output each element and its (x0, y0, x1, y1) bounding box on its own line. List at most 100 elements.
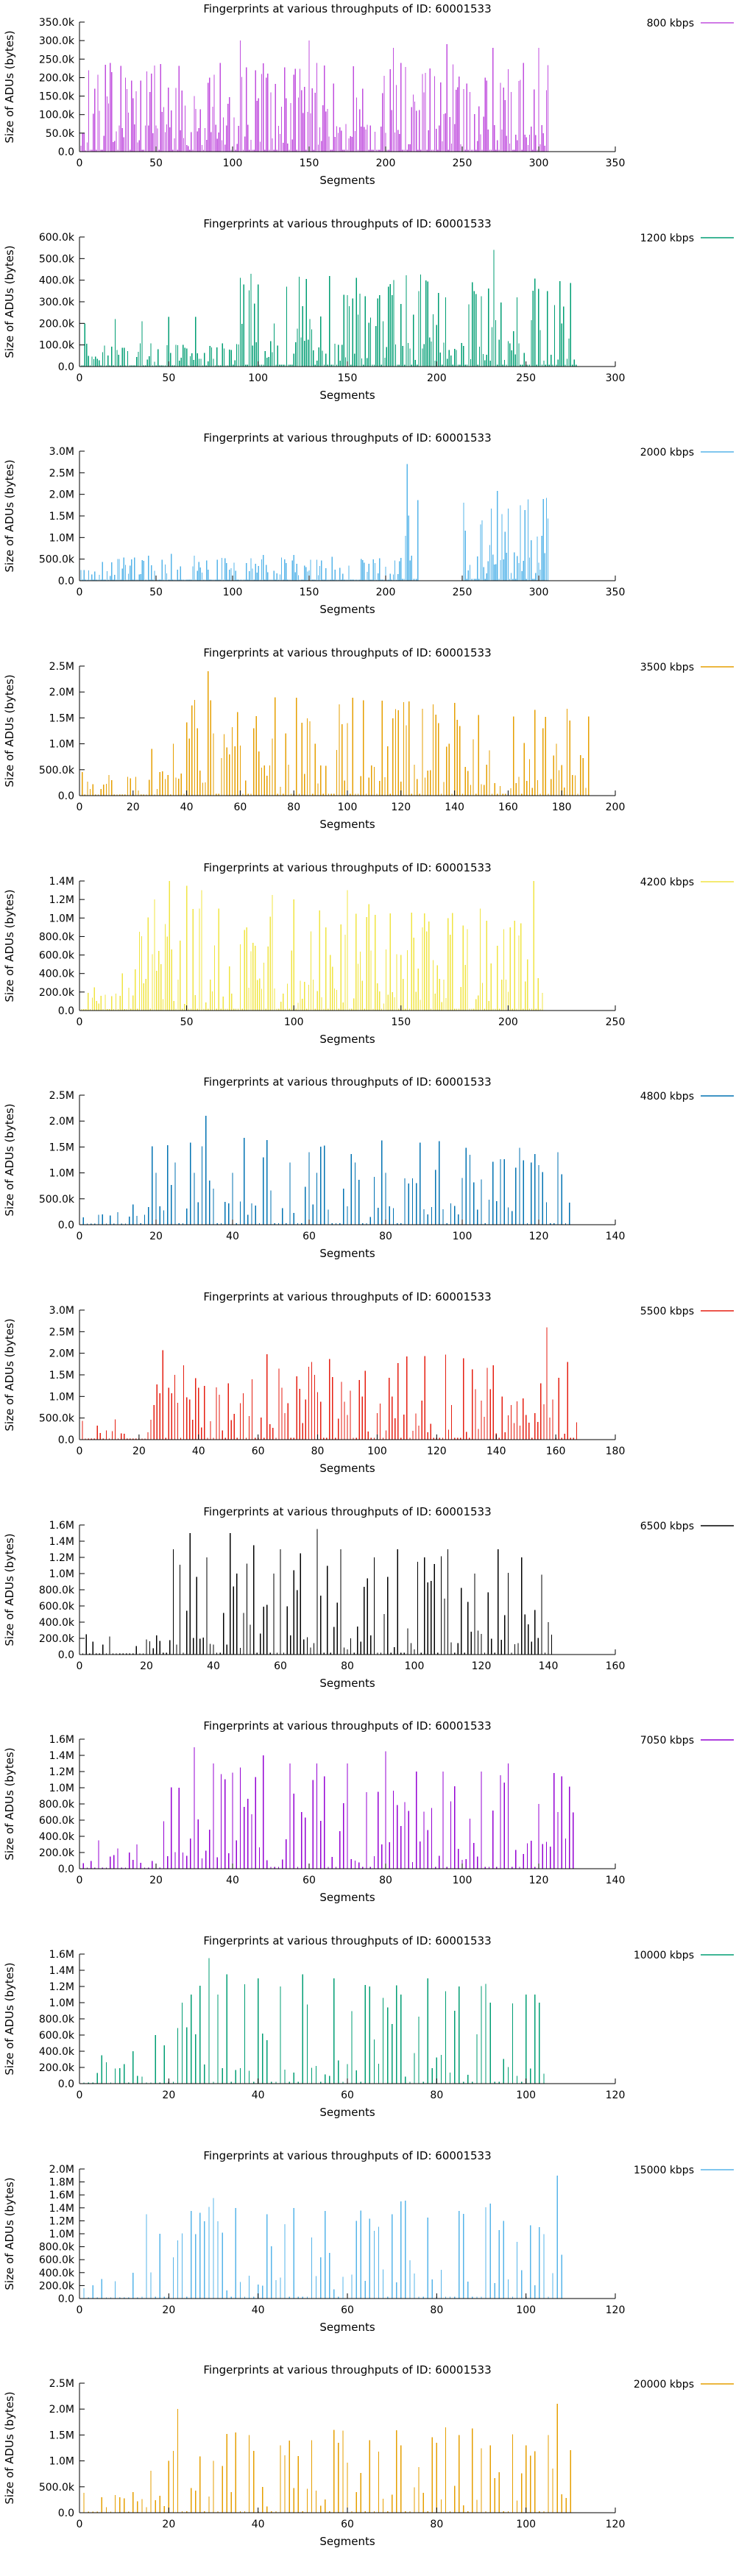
x-tick-label: 60 (341, 2090, 354, 2101)
y-tick-label: 1.2M (49, 1552, 74, 1564)
chart-panel: Fingerprints at various throughputs of I… (0, 1288, 736, 1503)
y-tick-label: 2.0M (49, 2405, 74, 2416)
x-tick-label: 60 (341, 2519, 354, 2530)
y-tick-label: 1.4M (49, 2202, 74, 2214)
bar-series (82, 1327, 578, 1440)
chart-panel: Fingerprints at various throughputs of I… (0, 215, 736, 430)
x-tick-label: 60 (302, 1231, 316, 1242)
chart-svg: Fingerprints at various throughputs of I… (3, 861, 734, 1046)
y-tick-label: 1.0M (49, 1998, 74, 2009)
x-tick-label: 60 (341, 2304, 354, 2316)
y-tick-label: 250.0k (39, 54, 75, 66)
y-tick-label: 1.0M (49, 1168, 74, 1180)
x-tick-label: 120 (606, 2519, 626, 2530)
x-axis-label: Segments (319, 174, 375, 187)
x-axis-label: Segments (319, 1033, 375, 1046)
x-tick-label: 80 (430, 2519, 443, 2530)
x-tick-label: 150 (391, 1016, 411, 1028)
y-axis-label: Size of ADUs (bytes) (3, 1962, 16, 2075)
x-tick-label: 250 (453, 158, 473, 169)
y-tick-label: 600.0k (39, 2030, 75, 2042)
y-tick-label: 600.0k (39, 232, 75, 244)
x-tick-label: 140 (445, 802, 464, 813)
x-tick-label: 80 (379, 1875, 392, 1886)
y-tick-label: 0.0 (58, 2293, 74, 2305)
chart-svg: Fingerprints at various throughputs of I… (3, 2149, 734, 2334)
bar-series (83, 2404, 571, 2513)
chart-svg: Fingerprints at various throughputs of I… (3, 2363, 734, 2548)
legend-label: 1200 kbps (640, 233, 694, 244)
y-tick-label: 1.5M (49, 712, 74, 724)
x-tick-label: 20 (162, 2304, 175, 2316)
chart-panel: Fingerprints at various throughputs of I… (0, 2147, 736, 2362)
y-axis-label: Size of ADUs (bytes) (3, 2177, 16, 2290)
x-tick-label: 150 (300, 158, 319, 169)
y-tick-label: 2.5M (49, 1326, 74, 1338)
legend-label: 3500 kbps (640, 662, 694, 673)
y-axis-label: Size of ADUs (bytes) (3, 460, 16, 573)
x-tick-label: 140 (539, 1660, 559, 1672)
y-tick-label: 800.0k (39, 1585, 75, 1596)
legend-label: 2000 kbps (640, 447, 694, 459)
y-tick-label: 1.4M (49, 1536, 74, 1548)
x-tick-label: 120 (391, 802, 411, 813)
x-tick-label: 40 (252, 2090, 265, 2101)
chart-title: Fingerprints at various throughputs of I… (203, 646, 491, 659)
chart-title: Fingerprints at various throughputs of I… (203, 1290, 491, 1303)
y-tick-label: 0.0 (58, 2508, 74, 2519)
chart-panel: Fingerprints at various throughputs of I… (0, 1073, 736, 1288)
y-tick-label: 600.0k (39, 1601, 75, 1613)
y-tick-label: 100.0k (39, 110, 75, 121)
legend-label: 15000 kbps (634, 2165, 694, 2176)
y-tick-label: 100.0k (39, 339, 75, 351)
x-tick-label: 200 (498, 1016, 518, 1028)
x-tick-label: 200 (606, 802, 626, 813)
x-tick-label: 200 (376, 587, 396, 598)
y-tick-label: 1.4M (49, 1965, 74, 1977)
chart-svg: Fingerprints at various throughputs of I… (3, 431, 734, 616)
y-tick-label: 0.0 (58, 2078, 74, 2090)
y-tick-label: 1.0M (49, 1391, 74, 1403)
y-axis-label: Size of ADUs (bytes) (3, 1104, 16, 1217)
y-axis-label: Size of ADUs (bytes) (3, 1533, 16, 1646)
y-tick-label: 1.5M (49, 1142, 74, 1154)
y-tick-label: 3.0M (49, 446, 74, 458)
y-tick-label: 150.0k (39, 91, 75, 103)
y-tick-label: 2.0M (49, 1348, 74, 1360)
x-tick-label: 350 (606, 587, 626, 598)
bar-series (81, 671, 590, 796)
y-tick-label: 0.0 (58, 1864, 74, 1875)
x-tick-label: 80 (430, 2304, 443, 2316)
chart-title: Fingerprints at various throughputs of I… (203, 2, 491, 15)
chart-title: Fingerprints at various throughputs of I… (203, 431, 491, 445)
y-tick-label: 800.0k (39, 2014, 75, 2025)
y-tick-label: 1.6M (49, 2190, 74, 2201)
y-tick-label: 200.0k (39, 1633, 75, 1645)
y-tick-label: 400.0k (39, 2267, 75, 2279)
x-tick-label: 0 (77, 2304, 83, 2316)
y-tick-label: 3.0M (49, 1305, 74, 1317)
x-tick-label: 60 (274, 1660, 287, 1672)
y-tick-label: 500.0k (39, 1413, 75, 1425)
x-tick-label: 80 (341, 1660, 354, 1672)
x-tick-label: 100 (223, 158, 243, 169)
x-tick-label: 250 (516, 372, 536, 384)
chart-title: Fingerprints at various throughputs of I… (203, 1075, 491, 1089)
y-tick-label: 1.0M (49, 739, 74, 751)
x-tick-label: 250 (453, 587, 473, 598)
x-tick-label: 20 (127, 802, 140, 813)
x-tick-label: 50 (149, 587, 163, 598)
x-tick-label: 80 (311, 1446, 325, 1457)
bar-series (80, 464, 549, 581)
y-tick-label: 300.0k (39, 297, 75, 308)
x-tick-label: 0 (77, 1660, 83, 1672)
x-tick-label: 160 (606, 1660, 626, 1672)
x-axis-label: Segments (319, 1677, 375, 1690)
y-tick-label: 2.0M (49, 687, 74, 698)
y-tick-label: 1.5M (49, 2430, 74, 2442)
x-tick-label: 20 (149, 1231, 163, 1242)
x-tick-label: 300 (529, 158, 549, 169)
x-tick-label: 120 (427, 1446, 447, 1457)
chart-panel: Fingerprints at various throughputs of I… (0, 2361, 736, 2576)
y-tick-label: 600.0k (39, 949, 75, 961)
